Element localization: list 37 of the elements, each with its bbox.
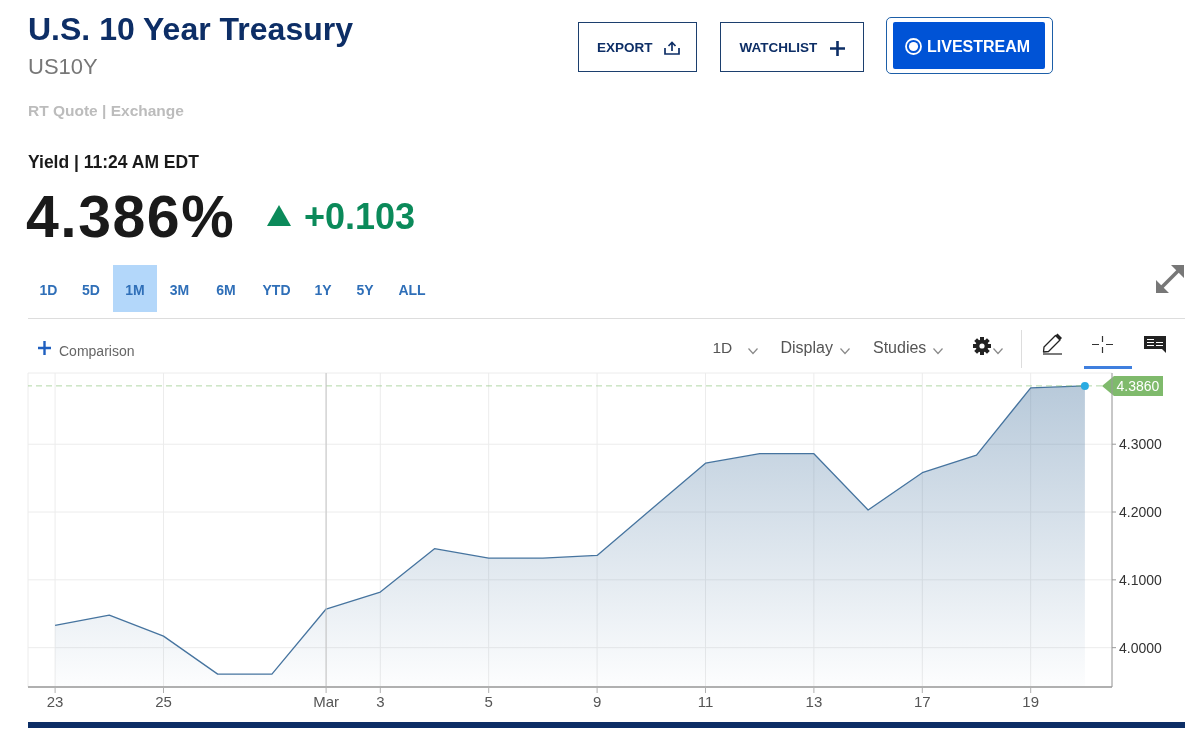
text: Yield | 11:24 AM EDT	[28, 151, 199, 172]
chart-subtitle: US10Y	[28, 54, 98, 79]
text: 1Y	[314, 281, 332, 298]
text: ALL	[398, 281, 426, 298]
x-tick-label: 11	[697, 692, 714, 710]
text: EXPORT	[597, 39, 653, 55]
text: RT Quote | Exchange	[28, 101, 184, 119]
text: 5D	[82, 281, 100, 298]
x-tick-label: Mar	[313, 692, 340, 710]
x-tick-label: 13	[805, 692, 823, 710]
text: 4.386%	[26, 184, 236, 250]
text: Comparison	[59, 343, 135, 360]
text: 3M	[169, 281, 190, 298]
text: Display	[780, 338, 833, 356]
x-tick-label: 3	[376, 692, 385, 710]
x-tick-label: 17	[913, 692, 931, 710]
y-tick-label: 4.1000	[1119, 571, 1163, 588]
x-tick-label: 25	[155, 692, 172, 710]
text: 1D	[39, 281, 58, 298]
x-tick-label: 19	[1022, 692, 1040, 710]
y-tick-label: 4.0000	[1119, 639, 1163, 656]
y-tick-label: 4.3000	[1119, 436, 1163, 453]
y-tick-label: 4.2000	[1119, 504, 1163, 520]
text: 1M	[125, 281, 145, 298]
chart-title: U.S. 10 Year Treasury	[28, 11, 353, 47]
text: +0.103	[304, 196, 416, 237]
text: WATCHLIST	[739, 39, 818, 55]
text: Studies	[873, 338, 927, 356]
text: YTD	[262, 281, 291, 298]
x-tick-label: 23	[46, 692, 64, 710]
ref-line-label: 4.3860	[1116, 377, 1160, 394]
text: LIVESTREAM	[927, 38, 1031, 55]
x-tick-label: 5	[484, 692, 493, 710]
text: 6M	[216, 281, 236, 298]
text: 5Y	[356, 281, 374, 298]
text: 1D	[712, 338, 733, 356]
x-tick-label: 9	[592, 692, 602, 710]
